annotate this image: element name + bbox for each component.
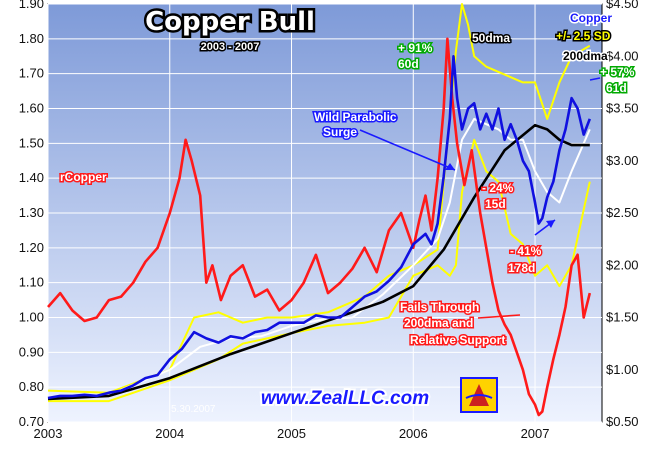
date-stamp: 5.30.2007 [171, 404, 216, 415]
annotation-label: 178d [508, 261, 535, 275]
annotation-label: 200dma [563, 49, 608, 63]
y-left-tick-label: 0.80 [19, 379, 44, 394]
annotation-label: 200dma and [404, 316, 473, 330]
annotation-label: 15d [485, 197, 506, 211]
y-right-tick-label: $2.50 [606, 205, 639, 220]
y-right-tick-label: $1.50 [606, 310, 639, 325]
y-right-tick-label: $4.00 [606, 48, 639, 63]
y-left-tick-label: 1.20 [19, 240, 44, 255]
chart-subtitle: 2003 - 2007 [201, 41, 260, 53]
x-tick-label: 2004 [155, 426, 184, 441]
annotation-arrows [359, 77, 601, 319]
y-left-tick-label: 1.60 [19, 101, 44, 116]
arrow-head-wild-parabolic [445, 163, 455, 170]
website-label: www.ZealLLC.com [261, 388, 429, 409]
x-tick-label: 2006 [399, 426, 428, 441]
y-right-tick-label: $4.50 [606, 0, 639, 11]
y-right-tick-label: $3.00 [606, 153, 639, 168]
annotation-label: Copper [570, 11, 612, 25]
arrow-fails-through [477, 314, 521, 319]
y-left-tick-label: 1.00 [19, 310, 44, 325]
x-tick-labels: 2003 2004 2005 2006 2007 [34, 426, 550, 441]
y-left-tick-label: 1.10 [19, 275, 44, 290]
annotation-label: Fails Through [400, 300, 479, 314]
y-left-tick-label: 1.50 [19, 135, 44, 150]
arrow-head-minus41 [546, 220, 555, 228]
annotation-label: +/- 2.5 SD [556, 29, 611, 43]
chart-title: Copper Bull [145, 7, 315, 37]
annotation-label: + 91% [398, 41, 433, 55]
annotation-label: Relative Support [410, 333, 505, 347]
x-tick-label: 2005 [277, 426, 306, 441]
y-left-tick-label: 0.70 [19, 414, 44, 429]
annotation-label: + 57% [600, 65, 635, 79]
annotation-label: Surge [323, 125, 357, 139]
annotation-label: - 41% [510, 244, 542, 258]
y-right-tick-label: $1.00 [606, 362, 639, 377]
annotation-label: 60d [398, 57, 419, 71]
annotation-label: - 24% [482, 181, 514, 195]
arrow-wild-parabolic [359, 129, 456, 171]
y-right-tick-label: $0.50 [606, 414, 639, 429]
gridlines [47, 3, 602, 423]
arrow-plus57 [589, 77, 601, 81]
series-line-copper [47, 54, 592, 400]
series-lines [47, 3, 592, 417]
y-left-tick-label: 1.90 [19, 0, 44, 11]
series-line-200dma [47, 123, 590, 401]
y-left-tick-label: 1.80 [19, 31, 44, 46]
y-right-tick-labels: $0.50 $1.00 $1.50 $2.00 $2.50 $3.00 $3.50 $4.00… [606, 0, 639, 429]
annotation-label: 50dma [472, 31, 510, 45]
y-left-tick-label: 1.70 [19, 66, 44, 81]
y-left-tick-label: 0.90 [19, 344, 44, 359]
series-line-rcopper [47, 37, 592, 417]
y-right-tick-label: $3.50 [606, 101, 639, 116]
y-right-tick-label: $2.00 [606, 257, 639, 272]
annotations: + 91% 60d 50dma Copper +/- 2.5 SD 200dma + 57%… [59, 10, 637, 349]
y-left-tick-labels: 0.70 0.80 0.90 1.00 1.10 1.20 1.30 1.40 1.50 1.60… [19, 0, 44, 429]
y-left-tick-label: 1.40 [19, 170, 44, 185]
x-tick-label: 2003 [34, 426, 63, 441]
x-tick-label: 2007 [521, 426, 550, 441]
annotation-label: Wild Parabolic [314, 110, 397, 124]
y-left-tick-label: 1.30 [19, 205, 44, 220]
annotation-label: 61d [606, 81, 627, 95]
annotation-label: rCopper [60, 170, 107, 184]
zeal-logo-icon [460, 377, 498, 413]
